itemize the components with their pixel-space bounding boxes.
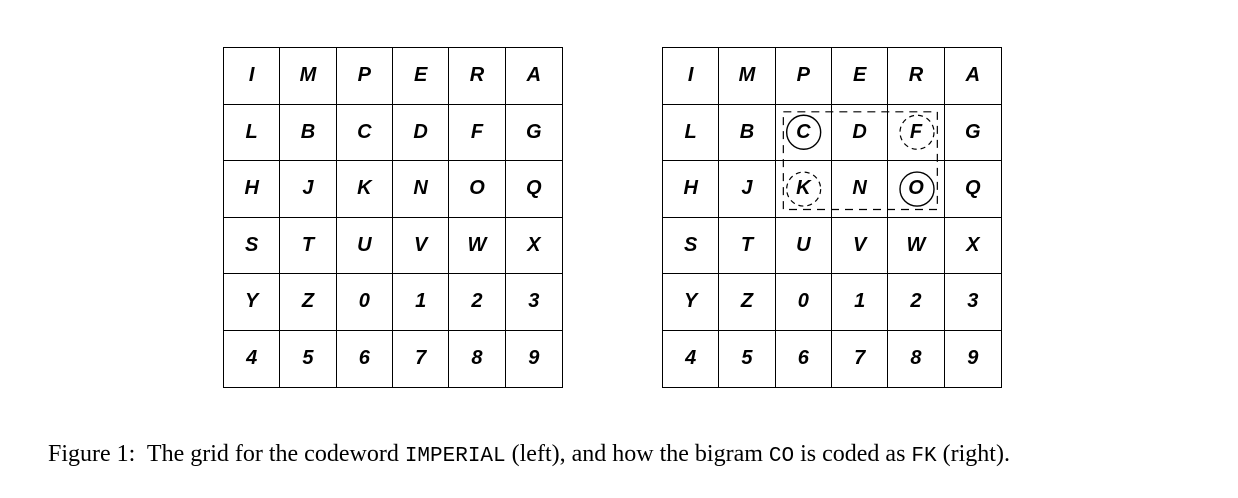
right-grid-cell: M (719, 48, 776, 105)
right-grid-cell: 2 (888, 274, 945, 331)
caption-text-2: (left), and how the bigram (511, 441, 763, 467)
left-grid-cell: A (505, 48, 562, 105)
right-grid-cell: O (888, 161, 945, 218)
left-grid-cell: K (336, 161, 393, 218)
left-grid-cell: N (392, 161, 450, 218)
right-grid-cell: Y (663, 274, 720, 331)
right-grid-cell: 0 (775, 274, 832, 331)
left-grid-cell: O (449, 161, 506, 218)
left-grid-cell: Q (505, 161, 562, 218)
left-grid-cell: B (280, 104, 337, 161)
left-grid-cell: I (224, 48, 281, 105)
left-grid-cell: 9 (528, 347, 540, 370)
right-grid-cell: 5 (719, 330, 776, 387)
left-grid-cell: 7 (393, 330, 450, 387)
right-grid-cell: 3 (944, 274, 1001, 331)
right-grid-cell: D (831, 104, 889, 161)
right-grid-cell: U (775, 217, 832, 274)
right-grid-cell: X (944, 218, 1001, 274)
right-grid-cell: I (663, 48, 720, 105)
right-grid-cell: J (719, 161, 776, 218)
right-grid-cell: 1 (831, 274, 889, 331)
right-grid-cell: 9 (967, 347, 979, 370)
left-grid-cell: H (224, 161, 281, 218)
left-grid-cell: 0 (336, 274, 393, 331)
right-grid-cell: C (775, 104, 832, 161)
left-grid-cell: Y (224, 274, 281, 331)
right-grid-cell: 8 (888, 330, 945, 387)
right-grid-cell: R (888, 48, 945, 105)
left-grid-cell: R (449, 48, 506, 105)
right-grid-cell: W (888, 217, 945, 274)
right-grid-cell: F (888, 104, 945, 161)
left-grid-cell: C (336, 104, 393, 161)
right-grid-cell: G (944, 105, 1001, 161)
left-grid-cell: V (392, 217, 450, 274)
left-grid-cell: U (336, 217, 393, 274)
left-grid-cell: L (224, 104, 281, 161)
left-grid-cell: G (505, 105, 562, 161)
left-grid-cell: 8 (449, 330, 506, 387)
left-grid-cell: 6 (337, 330, 393, 387)
right-grid-cell: S (663, 217, 720, 274)
left-grid-cell: 3 (505, 274, 562, 331)
caption-coded: FK (911, 445, 937, 468)
caption-bigram: CO (768, 445, 795, 468)
left-grid-cell: F (449, 104, 506, 161)
right-grid-cell: V (831, 217, 889, 274)
left-grid-cell: J (280, 161, 337, 218)
caption-text-3: is coded as (800, 441, 906, 467)
left-grid-cell: E (392, 48, 450, 105)
right-grid-cell: 7 (832, 330, 889, 387)
right-grid-cell: H (663, 161, 720, 218)
caption-codeword: IMPERIAL (404, 445, 506, 468)
left-grid-cell: Z (280, 274, 337, 331)
left-grid-cell: 2 (449, 274, 506, 331)
left-grid-cell: X (505, 218, 562, 274)
right-grid-cell: L (663, 104, 720, 161)
caption-text-4: (right). (942, 441, 1010, 467)
right-grid-cell: Q (944, 161, 1001, 218)
left-grid-cell: 1 (392, 274, 450, 331)
caption-prefix: Figure 1: (48, 441, 136, 467)
right-grid-cell: A (944, 48, 1001, 105)
right-grid-cell: Z (719, 274, 776, 331)
figure-caption: Figure 1: The grid for the codeword IMPE… (48, 441, 1218, 468)
left-grid-cell: D (392, 104, 450, 161)
right-grid-cell: N (831, 161, 889, 218)
left-grid-cell: S (224, 217, 281, 274)
left-grid-cell: 5 (280, 330, 337, 387)
right-grid-cell: E (831, 48, 889, 105)
left-grid-cell: T (280, 217, 337, 274)
right-grid-cell: K (775, 161, 832, 218)
right-grid-cell: 6 (776, 330, 832, 387)
right-grid-cell: P (775, 48, 832, 105)
left-grid-cell: 4 (224, 330, 281, 387)
right-grid-cell: 4 (663, 330, 720, 387)
right-grid-cell: T (719, 217, 776, 274)
left-grid-cell: W (449, 217, 506, 274)
right-grid-cell: B (719, 104, 776, 161)
left-grid-cell: M (280, 48, 337, 105)
caption-text-1: The grid for the codeword (146, 441, 399, 467)
left-grid-cell: P (336, 48, 393, 105)
